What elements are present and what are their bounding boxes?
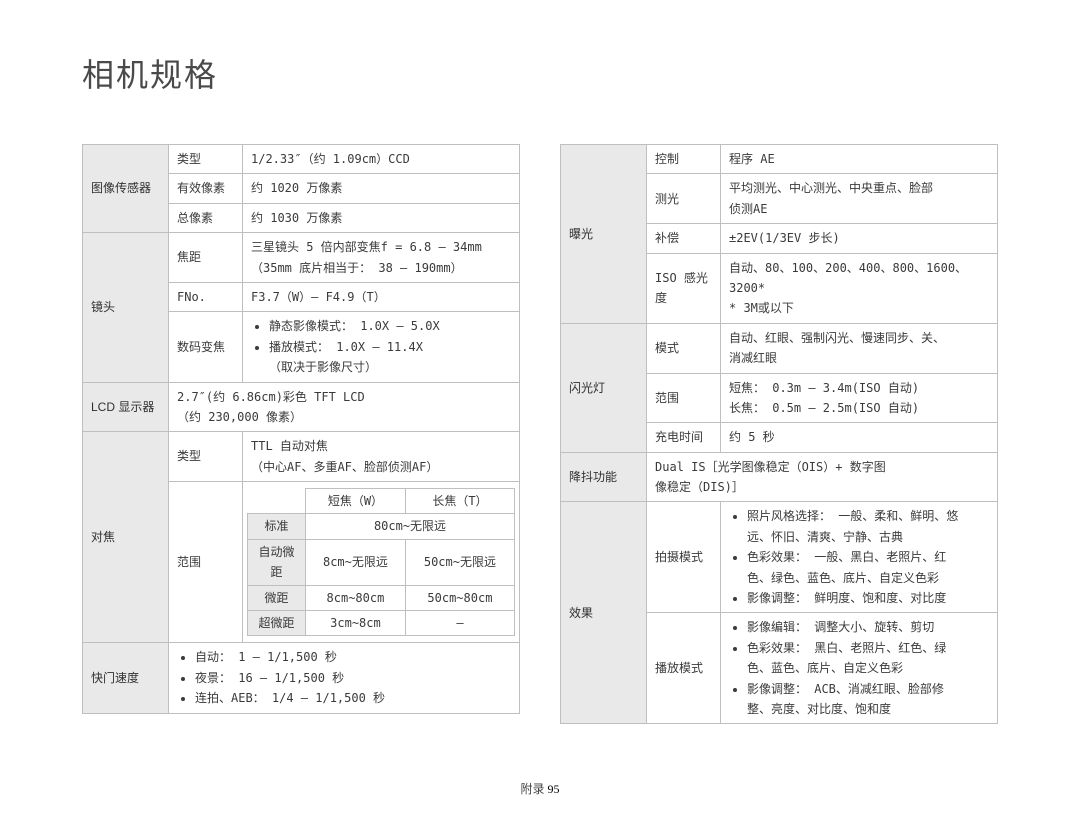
- cat-stabilize: 降抖功能: [561, 452, 647, 502]
- cell-value: 约 1020 万像素: [243, 174, 520, 203]
- inner-head-blank: [248, 489, 306, 514]
- cell-label: 类型: [169, 145, 243, 174]
- cat-lcd: LCD 显示器: [83, 382, 169, 432]
- cell-label: 充电时间: [647, 423, 721, 452]
- list-item: 连拍、AEB： 1/4 – 1/1,500 秒: [195, 688, 511, 708]
- cell-label: 拍摄模式: [647, 502, 721, 613]
- table-row: 标准 80cm~无限远: [248, 514, 515, 539]
- table-row: LCD 显示器 2.7″(约 6.86cm)彩色 TFT LCD （约 230,…: [83, 382, 520, 432]
- table-row: 闪光灯 模式 自动、红眼、强制闪光、慢速同步、关、 消减红眼: [561, 323, 998, 373]
- cell-label: 播放模式: [647, 613, 721, 724]
- cell-value: 2.7″(约 6.86cm)彩色 TFT LCD （约 230,000 像素）: [169, 382, 520, 432]
- list-item: 色彩效果： 一般、黑白、老照片、红 色、绿色、蓝色、底片、自定义色彩: [747, 547, 989, 588]
- inner-row-hdr: 标准: [248, 514, 306, 539]
- cell-value: TTL 自动对焦 （中心AF、多重AF、脸部侦测AF）: [243, 432, 520, 482]
- cell-value: ±2EV(1/3EV 步长): [721, 224, 998, 253]
- table-row: 镜头 焦距 三星镜头 5 倍内部变焦f = 6.8 – 34mm （35mm 底…: [83, 233, 520, 283]
- table-row: 快门速度 自动： 1 – 1/1,500 秒 夜景： 16 – 1/1,500 …: [83, 643, 520, 713]
- cell-label: 数码变焦: [169, 312, 243, 382]
- table-row: 效果 拍摄模式 照片风格选择： 一般、柔和、鲜明、悠 远、怀旧、清爽、宁静、古典…: [561, 502, 998, 613]
- cell-label: 范围: [647, 373, 721, 423]
- cell-value: 三星镜头 5 倍内部变焦f = 6.8 – 34mm （35mm 底片相当于： …: [243, 233, 520, 283]
- inner-head-t: 长焦（T）: [405, 489, 514, 514]
- cell-label: 补偿: [647, 224, 721, 253]
- cat-lens: 镜头: [83, 233, 169, 382]
- list-item: 播放模式： 1.0X – 11.4X （取决于影像尺寸）: [269, 337, 511, 378]
- page-title: 相机规格: [82, 50, 218, 96]
- cell-label: 范围: [169, 482, 243, 643]
- list-item: 自动： 1 – 1/1,500 秒: [195, 647, 511, 667]
- cell-label: 控制: [647, 145, 721, 174]
- cell-value: 自动： 1 – 1/1,500 秒 夜景： 16 – 1/1,500 秒 连拍、…: [169, 643, 520, 713]
- cat-focus: 对焦: [83, 432, 169, 643]
- inner-cell: –: [405, 611, 514, 636]
- cell-value: 静态影像模式： 1.0X – 5.0X 播放模式： 1.0X – 11.4X （…: [243, 312, 520, 382]
- focus-range-cell: 短焦（W） 长焦（T） 标准 80cm~无限远 自动微距 8cm~无限远 50c…: [243, 482, 520, 643]
- cat-sensor: 图像传感器: [83, 145, 169, 233]
- cell-value: 短焦： 0.3m – 3.4m(ISO 自动) 长焦： 0.5m – 2.5m(…: [721, 373, 998, 423]
- list-item: 照片风格选择： 一般、柔和、鲜明、悠 远、怀旧、清爽、宁静、古典: [747, 506, 989, 547]
- list-item: 影像调整： 鲜明度、饱和度、对比度: [747, 588, 989, 608]
- inner-head-w: 短焦（W）: [306, 489, 406, 514]
- cell-label: 有效像素: [169, 174, 243, 203]
- inner-cell: 3cm~8cm: [306, 611, 406, 636]
- cell-value: 约 1030 万像素: [243, 203, 520, 232]
- inner-cell: 8cm~无限远: [306, 539, 406, 585]
- table-row: 图像传感器 类型 1/2.33″（约 1.09cm）CCD: [83, 145, 520, 174]
- cell-value: Dual IS［光学图像稳定（OIS）+ 数字图 像稳定（DIS)］: [647, 452, 998, 502]
- right-column: 曝光 控制 程序 AE 测光 平均测光、中心测光、中央重点、脸部 侦测AE 补偿…: [560, 144, 998, 724]
- cell-value: 1/2.33″（约 1.09cm）CCD: [243, 145, 520, 174]
- focus-range-table: 短焦（W） 长焦（T） 标准 80cm~无限远 自动微距 8cm~无限远 50c…: [247, 488, 515, 636]
- left-column: 图像传感器 类型 1/2.33″（约 1.09cm）CCD 有效像素 约 102…: [82, 144, 520, 724]
- left-spec-table: 图像传感器 类型 1/2.33″（约 1.09cm）CCD 有效像素 约 102…: [82, 144, 520, 714]
- page-footer: 附录 95: [0, 780, 1080, 797]
- inner-row-hdr: 微距: [248, 585, 306, 610]
- cell-value: 约 5 秒: [721, 423, 998, 452]
- cell-value: 照片风格选择： 一般、柔和、鲜明、悠 远、怀旧、清爽、宁静、古典 色彩效果： 一…: [721, 502, 998, 613]
- inner-row-hdr: 超微距: [248, 611, 306, 636]
- table-row: 超微距 3cm~8cm –: [248, 611, 515, 636]
- footer-label: 附录: [520, 782, 544, 796]
- table-row: 降抖功能 Dual IS［光学图像稳定（OIS）+ 数字图 像稳定（DIS)］: [561, 452, 998, 502]
- cell-value: F3.7（W）– F4.9（T）: [243, 282, 520, 311]
- cell-label: 类型: [169, 432, 243, 482]
- cat-effect: 效果: [561, 502, 647, 724]
- cell-label: 模式: [647, 323, 721, 373]
- right-spec-table: 曝光 控制 程序 AE 测光 平均测光、中心测光、中央重点、脸部 侦测AE 补偿…: [560, 144, 998, 724]
- table-row: 对焦 类型 TTL 自动对焦 （中心AF、多重AF、脸部侦测AF）: [83, 432, 520, 482]
- list-item: 静态影像模式： 1.0X – 5.0X: [269, 316, 511, 336]
- inner-cell: 80cm~无限远: [306, 514, 515, 539]
- cat-flash: 闪光灯: [561, 323, 647, 452]
- cell-value: 程序 AE: [721, 145, 998, 174]
- list-item: 色彩效果： 黑白、老照片、红色、绿 色、蓝色、底片、自定义色彩: [747, 638, 989, 679]
- list-item: 夜景： 16 – 1/1,500 秒: [195, 668, 511, 688]
- cat-exposure: 曝光: [561, 145, 647, 324]
- table-row: 自动微距 8cm~无限远 50cm~无限远: [248, 539, 515, 585]
- cell-value: 自动、红眼、强制闪光、慢速同步、关、 消减红眼: [721, 323, 998, 373]
- cell-value: 平均测光、中心测光、中央重点、脸部 侦测AE: [721, 174, 998, 224]
- inner-row-hdr: 自动微距: [248, 539, 306, 585]
- cell-label: 焦距: [169, 233, 243, 283]
- spec-columns: 图像传感器 类型 1/2.33″（约 1.09cm）CCD 有效像素 约 102…: [82, 144, 998, 724]
- cell-label: 总像素: [169, 203, 243, 232]
- inner-cell: 8cm~80cm: [306, 585, 406, 610]
- inner-cell: 50cm~80cm: [405, 585, 514, 610]
- list-item: 影像调整： ACB、消减红眼、脸部修 整、亮度、对比度、饱和度: [747, 679, 989, 720]
- cell-value: 影像编辑： 调整大小、旋转、剪切 色彩效果： 黑白、老照片、红色、绿 色、蓝色、…: [721, 613, 998, 724]
- list-item: 影像编辑： 调整大小、旋转、剪切: [747, 617, 989, 637]
- cell-value: 自动、80、100、200、400、800、1600、 3200* * 3M或以…: [721, 253, 998, 323]
- cat-shutter: 快门速度: [83, 643, 169, 713]
- cell-label: ISO 感光度: [647, 253, 721, 323]
- table-row: 微距 8cm~80cm 50cm~80cm: [248, 585, 515, 610]
- table-row: 曝光 控制 程序 AE: [561, 145, 998, 174]
- page-number: 95: [548, 782, 560, 796]
- cell-label: 测光: [647, 174, 721, 224]
- cell-label: FNo.: [169, 282, 243, 311]
- inner-cell: 50cm~无限远: [405, 539, 514, 585]
